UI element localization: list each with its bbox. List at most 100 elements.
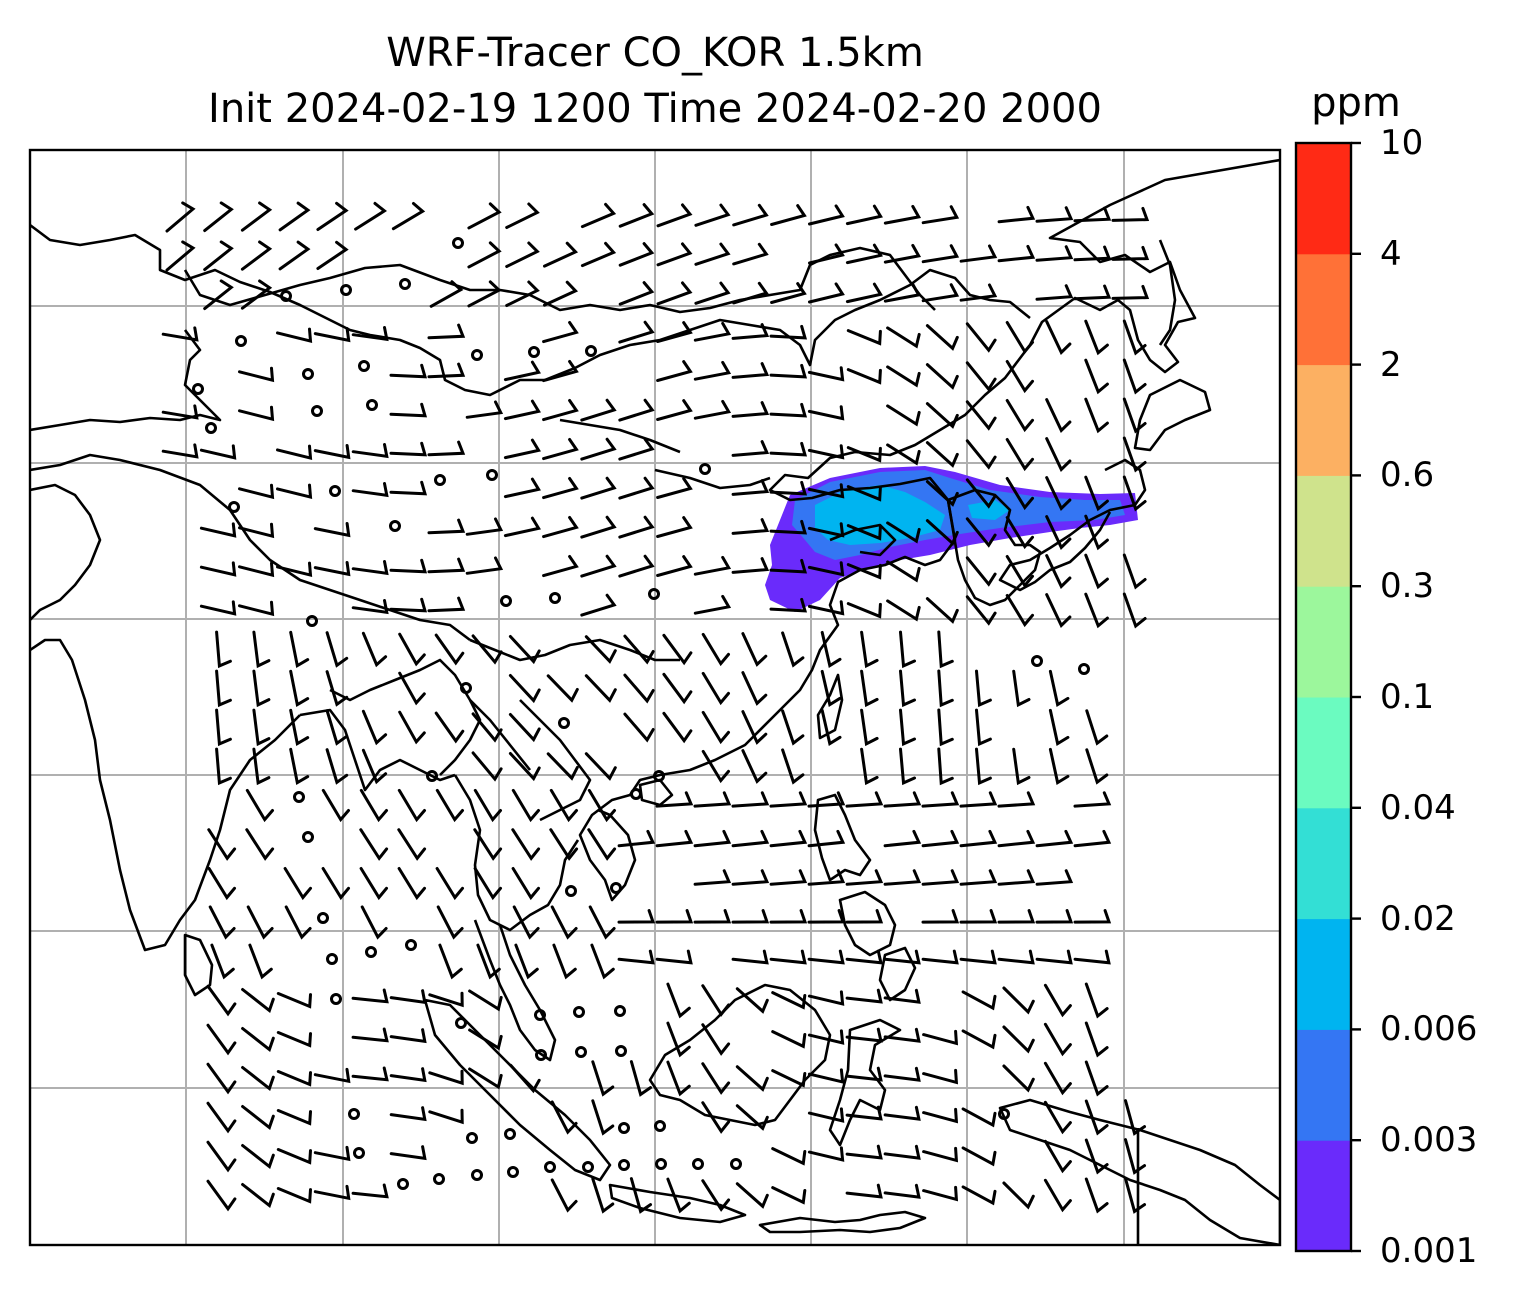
wind-barb <box>206 1179 237 1212</box>
calm-marker <box>500 595 512 607</box>
calm-marker <box>293 791 305 803</box>
wind-barb <box>241 1183 275 1208</box>
wind-barb <box>769 441 808 457</box>
wind-barb <box>921 244 960 264</box>
wind-barb <box>468 1028 503 1051</box>
wind-barb <box>389 402 428 418</box>
wind-barb <box>542 555 579 578</box>
calm-marker <box>507 1166 519 1178</box>
wind-barb <box>503 477 541 499</box>
wind-barb <box>351 599 389 615</box>
wind-barb <box>1005 516 1034 550</box>
wind-barb <box>434 711 465 744</box>
wind-barb <box>701 1023 731 1056</box>
wind-barb <box>883 829 922 848</box>
wind-barb <box>845 1105 883 1121</box>
wind-barb <box>820 630 842 668</box>
wind-barb <box>325 709 349 746</box>
calm-marker <box>615 1045 627 1057</box>
wind-barb <box>207 828 237 861</box>
wind-barb <box>741 632 768 667</box>
title-line-2: Init 2024-02-19 1200 Time 2024-02-20 200… <box>208 86 1102 132</box>
wind-barb <box>1045 398 1072 433</box>
wind-barb <box>701 749 730 784</box>
wind-barb <box>846 524 882 541</box>
wind-barb <box>975 708 992 747</box>
wind-barb <box>922 1107 959 1124</box>
border-southeast-asia <box>329 638 680 776</box>
wind-barb <box>252 630 271 669</box>
wind-barb <box>398 671 426 706</box>
calm-marker <box>648 588 660 600</box>
wind-barb <box>886 599 921 622</box>
wind-barb <box>693 360 732 381</box>
wind-barb <box>1122 553 1147 590</box>
wind-barb <box>207 867 236 901</box>
wind-barb <box>961 990 997 1011</box>
wind-barb <box>1084 982 1109 1019</box>
coastline-malay-peninsula <box>473 919 557 1062</box>
wind-barb <box>1035 206 1074 223</box>
wind-barb <box>351 443 389 459</box>
wind-barb <box>741 710 768 745</box>
wind-barb <box>542 438 579 461</box>
coastline-japan <box>998 458 1147 592</box>
wind-barb <box>511 788 540 823</box>
calm-marker <box>618 1122 630 1134</box>
wind-barb <box>471 634 503 665</box>
wind-barb <box>428 1108 464 1125</box>
wind-barb <box>807 600 845 616</box>
wind-barb <box>807 561 845 577</box>
wind-barb <box>694 281 731 305</box>
coastline-east-asia <box>578 158 1280 902</box>
calm-marker <box>575 1046 587 1058</box>
calm-marker <box>405 939 417 951</box>
wind-barb <box>618 515 655 539</box>
wind-barb <box>731 401 770 418</box>
colorbar-segment <box>1296 253 1351 366</box>
wind-barb <box>252 708 271 747</box>
wind-barb <box>701 632 730 667</box>
wind-barb <box>807 405 845 421</box>
calm-marker <box>353 1147 365 1159</box>
wind-barb <box>846 368 882 385</box>
calm-marker <box>340 284 352 296</box>
wind-barb <box>921 949 959 965</box>
colorbar-segment <box>1296 1029 1351 1141</box>
wind-barb <box>397 867 426 901</box>
border-mongolia-russia <box>183 246 936 314</box>
wind-barb <box>210 943 235 980</box>
wind-barb <box>241 988 275 1013</box>
wind-barb <box>389 1106 427 1122</box>
wind-barb <box>549 828 579 861</box>
wind-barb <box>313 561 351 577</box>
plume-high <box>815 485 945 545</box>
wind-barb <box>584 635 617 664</box>
wind-barb <box>731 909 770 924</box>
wind-barb <box>313 327 351 343</box>
wind-barb <box>503 399 541 421</box>
coastline-indochina <box>453 774 580 932</box>
wind-barb <box>313 522 351 538</box>
wind-barb <box>845 1144 883 1160</box>
wind-barb <box>732 203 769 227</box>
wind-barb <box>735 1104 769 1131</box>
wind-barb <box>206 1101 237 1134</box>
wind-barb <box>1005 321 1034 355</box>
wind-barb <box>467 280 502 308</box>
wind-barb <box>351 988 389 1004</box>
wind-barb <box>883 1183 921 1199</box>
wind-barb <box>937 747 954 786</box>
wind-barb <box>1043 1061 1072 1096</box>
wind-barb <box>276 444 313 461</box>
wind-barb <box>618 203 655 228</box>
calm-marker <box>504 1128 516 1140</box>
calm-marker <box>302 831 314 843</box>
wind-barb <box>693 594 732 615</box>
wind-barb <box>248 943 273 980</box>
wind-barb <box>1122 436 1147 473</box>
calm-marker <box>426 770 438 782</box>
wind-barb <box>351 326 389 342</box>
wind-barb <box>278 240 311 271</box>
